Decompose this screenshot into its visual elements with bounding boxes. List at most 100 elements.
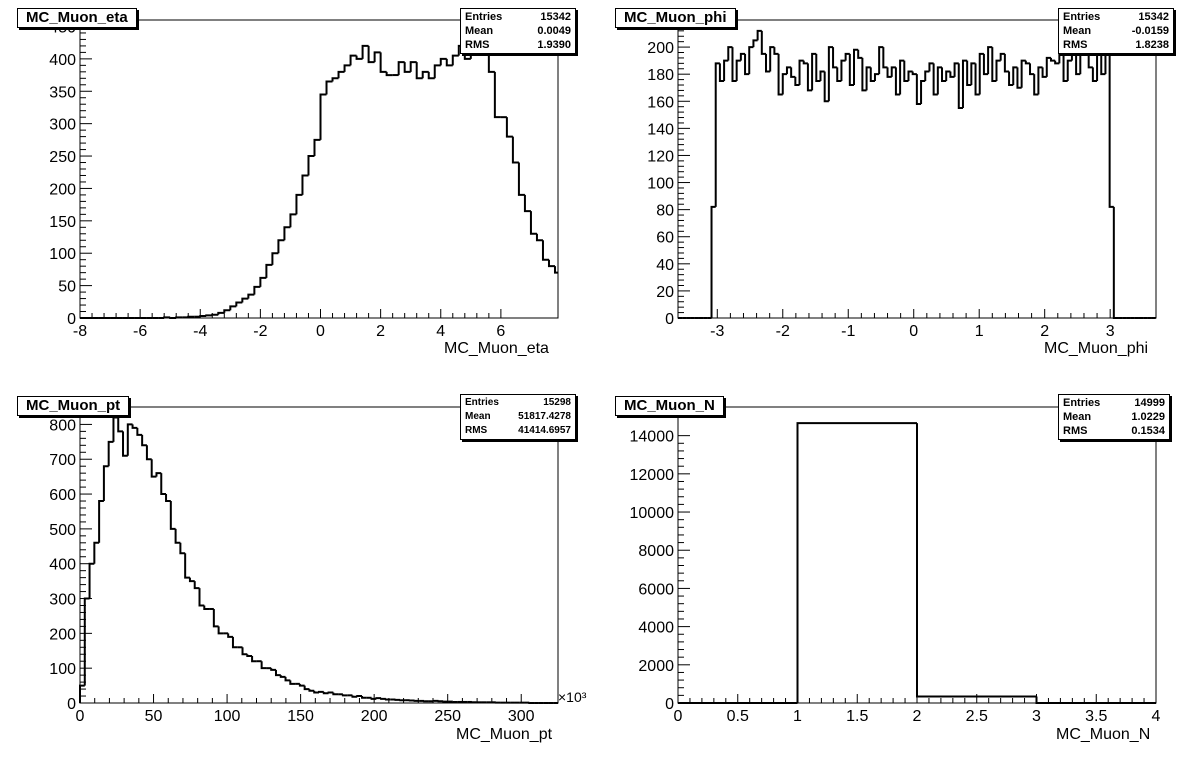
- histogram-bin: [205, 314, 213, 317]
- y-tick-label: 250: [49, 149, 76, 166]
- histogram-bin: [141, 434, 147, 447]
- histogram-bin: [769, 46, 775, 72]
- x-tick-label: 300: [508, 708, 535, 725]
- histogram-bin: [231, 636, 238, 649]
- histogram-bin: [79, 684, 85, 703]
- histogram-bin: [827, 46, 834, 102]
- histogram-bin: [253, 285, 261, 295]
- x-tick-label: -2: [253, 323, 267, 340]
- histogram-bin: [169, 501, 176, 530]
- histogram-bin: [361, 44, 369, 59]
- histogram-bin: [794, 76, 800, 87]
- histogram-bin: [836, 67, 842, 82]
- x-tick-label: 1: [793, 708, 802, 725]
- histogram-bin: [1112, 206, 1119, 319]
- y-tick-label: 12000: [630, 467, 675, 484]
- chart-title: MC_Muon_phi: [615, 8, 736, 28]
- histogram-plot: 0 0.5 1 1.5 2 2.5 3 3.5 4 0 2000 4000 6000 8000 10000 1…: [630, 406, 1161, 725]
- histogram-bins: [80, 31, 558, 319]
- histogram-bin: [451, 54, 459, 66]
- histogram-bin: [735, 59, 741, 81]
- histogram-bin: [1024, 60, 1031, 65]
- histogram-bin: [203, 605, 210, 610]
- x-tick-label: 0: [674, 708, 683, 725]
- y-tick-label: 400: [49, 52, 76, 69]
- stat-label: RMS: [1063, 425, 1088, 437]
- histogram-bin: [553, 266, 558, 274]
- x-tick-label: 4: [436, 323, 445, 340]
- histogram-bin: [341, 694, 348, 697]
- histogram-bin: [982, 53, 989, 76]
- histogram-bin: [307, 155, 315, 176]
- stat-value: 1.8238: [1135, 39, 1169, 51]
- stat-value: 14999: [1134, 397, 1165, 409]
- stat-value: 51817.4278: [518, 411, 571, 422]
- histogram-bin: [798, 59, 804, 86]
- histogram-bin: [223, 309, 231, 313]
- histogram-bin: [241, 297, 249, 303]
- histogram-bin: [83, 597, 90, 686]
- histogram-bin: [102, 465, 109, 502]
- stat-label: Mean: [1063, 411, 1092, 423]
- histogram-bin: [796, 422, 917, 703]
- histogram-bin: [112, 416, 119, 442]
- histogram-bin: [318, 690, 324, 693]
- x-tick-label: 1: [975, 323, 984, 340]
- histogram-bin: [227, 633, 233, 638]
- x-tick-label: -6: [133, 323, 147, 340]
- stat-value: 15342: [540, 11, 571, 23]
- histogram-bin: [886, 67, 892, 78]
- x-tick-label: 1.5: [846, 708, 868, 725]
- x-tick-label: 6: [496, 323, 505, 340]
- histogram-bin: [303, 685, 310, 691]
- histogram-bin: [811, 52, 817, 91]
- histogram-bin: [409, 61, 417, 72]
- histogram-bin: [718, 63, 725, 82]
- histogram-bin: [169, 317, 177, 319]
- histogram-bin: [198, 588, 205, 607]
- histogram-bin: [427, 71, 435, 80]
- y-tick-label: 160: [647, 94, 674, 111]
- histogram-bin: [953, 62, 959, 77]
- x-axis-exponent: ×10³: [558, 689, 587, 705]
- x-tick-label: 100: [214, 708, 241, 725]
- histogram-bin: [1016, 67, 1022, 89]
- histogram-bin: [439, 57, 447, 66]
- histogram-bin: [819, 70, 825, 81]
- histogram-bin: [1066, 59, 1072, 81]
- histogram-plot: 0 50 100 150 200 250 300 0 100 200 300 400 500 600 700…: [49, 406, 559, 725]
- histogram-bin: [911, 71, 917, 76]
- x-tick-label: 2: [913, 708, 922, 725]
- stat-label: Mean: [465, 411, 491, 422]
- histogram-bin: [970, 62, 976, 86]
- histogram-bin: [160, 473, 167, 496]
- histogram-bin: [1037, 66, 1043, 95]
- histogram-bin: [890, 66, 896, 77]
- x-tick-label: 0: [316, 323, 325, 340]
- x-tick-label: -1: [841, 323, 855, 340]
- histogram-bin: [217, 626, 224, 635]
- y-tick-label: 80: [656, 203, 674, 220]
- histogram-bin: [541, 240, 549, 261]
- histogram-bin: [878, 46, 884, 75]
- histogram-bin: [246, 654, 253, 657]
- histogram-bin: [1062, 53, 1068, 82]
- x-tick-label: 250: [434, 708, 461, 725]
- histogram-bin: [327, 691, 334, 694]
- histogram-bin: [861, 57, 867, 92]
- y-tick-label: 100: [647, 176, 674, 193]
- histogram-bin: [260, 661, 267, 670]
- histogram-bin: [1091, 67, 1098, 82]
- y-tick-label: 40: [656, 257, 674, 274]
- y-tick-label: 800: [49, 417, 76, 434]
- histogram-bin: [987, 46, 993, 75]
- y-tick-label: 0: [665, 696, 674, 713]
- histogram-bin: [373, 51, 381, 63]
- stat-value: 0.0049: [537, 25, 571, 37]
- y-tick-label: 50: [58, 279, 76, 296]
- x-tick-label: -3: [710, 323, 724, 340]
- histogram-bin: [941, 67, 947, 82]
- y-tick-label: 200: [49, 181, 76, 198]
- plot-frame: [79, 19, 559, 319]
- histogram-bin: [270, 668, 276, 671]
